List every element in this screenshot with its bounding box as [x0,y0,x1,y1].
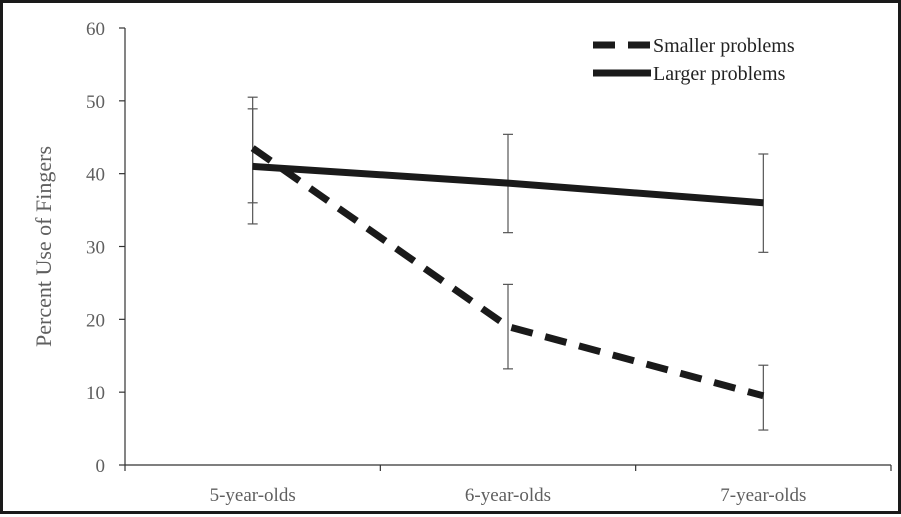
legend-label: Larger problems [653,63,786,85]
y-tick-label: 10 [86,383,105,404]
series-lines [250,145,765,400]
y-tick-label: 40 [86,165,105,186]
series-line-larger-problems [252,162,764,207]
y-tick-label: 60 [86,19,105,40]
x-tick-label: 7-year-olds [720,485,806,506]
error-bars [247,96,769,431]
axes: 0 10 20 30 40 50 60 5-year-olds 6-year-olds 7-yea… [86,19,892,506]
y-axis-title: Percent Use of Fingers [31,146,56,347]
legend: Smaller problems Larger problems [593,35,795,85]
legend-label: Smaller problems [653,35,795,57]
line-chart: 0 10 20 30 40 50 60 5-year-olds 6-year-olds 7-yea… [31,19,892,506]
y-tick-label: 30 [86,238,105,259]
x-tick-label: 5-year-olds [210,485,296,506]
x-tick-label: 6-year-olds [465,485,551,506]
y-tick-label: 0 [96,456,106,477]
y-tick-label: 50 [86,92,105,113]
y-tick-label: 20 [86,310,105,331]
